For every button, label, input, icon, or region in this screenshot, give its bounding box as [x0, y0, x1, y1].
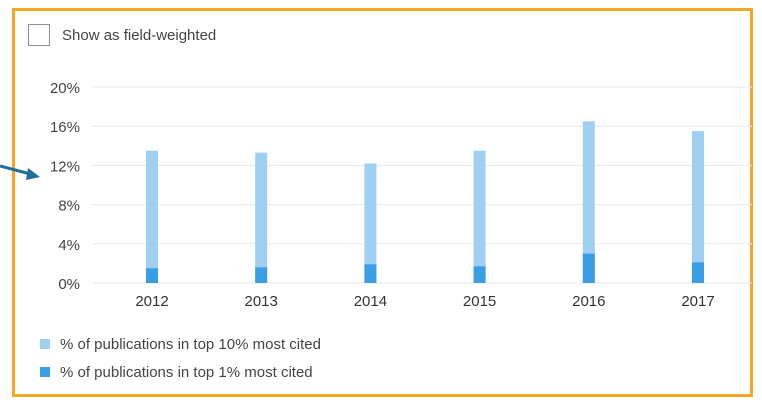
bars [146, 121, 704, 283]
y-tick-label: 8% [58, 198, 80, 215]
bar-top10-2014[interactable] [364, 163, 377, 283]
bar-top10-2012[interactable] [146, 150, 158, 283]
bar-top1-2014[interactable] [364, 264, 377, 283]
legend-label-top10: % of publications in top 10% most cited [60, 335, 321, 353]
x-axis-ticks: 2012 2013 2014 2015 2016 2017 [135, 293, 714, 310]
legend-label-top1: % of publications in top 1% most cited [60, 363, 313, 381]
bar-top10-2015[interactable] [473, 150, 486, 283]
y-tick-label: 12% [50, 158, 80, 175]
legend: % of publications in top 10% most cited … [40, 330, 321, 386]
bar-top10-2017[interactable] [692, 131, 704, 283]
y-tick-label: 4% [58, 237, 80, 254]
legend-item-top10: % of publications in top 10% most cited [40, 330, 321, 358]
legend-swatch-top1 [40, 367, 50, 377]
y-tick-label: 16% [50, 119, 80, 136]
legend-swatch-top10 [40, 339, 50, 349]
x-tick-label: 2016 [572, 293, 605, 310]
bar-top1-2016[interactable] [582, 253, 595, 283]
x-tick-label: 2013 [245, 293, 278, 310]
x-tick-label: 2015 [463, 293, 496, 310]
x-tick-label: 2017 [681, 293, 714, 310]
x-tick-label: 2014 [354, 293, 387, 310]
bar-top10-2013[interactable] [255, 152, 268, 283]
field-weighted-toggle[interactable]: Show as field-weighted [28, 24, 216, 46]
y-tick-label: 20% [50, 80, 80, 97]
bar-top1-2015[interactable] [473, 266, 486, 283]
chart-panel [12, 8, 753, 397]
bar-top1-2013[interactable] [255, 267, 268, 283]
field-weighted-label: Show as field-weighted [62, 26, 217, 44]
arrow-right-icon [0, 164, 40, 180]
bar-top10-2016[interactable] [582, 121, 595, 283]
y-tick-label: 0% [58, 276, 80, 293]
legend-item-top1: % of publications in top 1% most cited [40, 358, 321, 386]
x-tick-label: 2012 [135, 293, 168, 310]
field-weighted-checkbox[interactable] [28, 24, 50, 46]
y-axis-ticks: 0% 4% 8% 12% 16% 20% [50, 80, 80, 293]
bar-top1-2017[interactable] [692, 262, 704, 283]
grid-lines [92, 86, 752, 284]
bar-top1-2012[interactable] [146, 268, 158, 283]
